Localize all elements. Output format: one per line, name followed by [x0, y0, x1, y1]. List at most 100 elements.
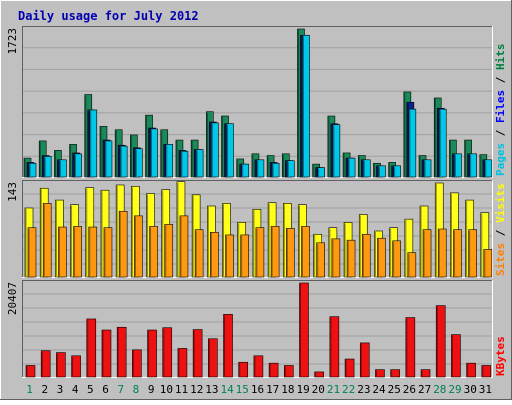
- bar-pages: [256, 159, 265, 178]
- bar-kbytes: [101, 329, 112, 378]
- bar-sites-body: [407, 252, 417, 278]
- bar-kbytes-body: [359, 342, 370, 378]
- bar-pages-body: [347, 157, 356, 178]
- bar-kbytes-body: [420, 369, 431, 378]
- bar-sites-body: [73, 226, 82, 278]
- bar-sites: [301, 226, 310, 278]
- bar-pages: [302, 34, 310, 178]
- bar-kbytes: [435, 305, 446, 378]
- bar-sites: [255, 227, 265, 278]
- bar-pages-body: [256, 159, 265, 178]
- x-tick-label: 29: [448, 383, 461, 396]
- x-tick-label: 13: [205, 383, 218, 396]
- bar-kbytes: [56, 352, 66, 378]
- bar-sites: [422, 229, 432, 278]
- x-tick-label: 19: [296, 383, 309, 396]
- x-tick-label: 26: [403, 383, 416, 396]
- y-max-label: 20407: [6, 282, 19, 315]
- bar-sites: [179, 215, 189, 278]
- bar-kbytes: [466, 362, 476, 378]
- x-tick-label: 30: [464, 383, 477, 396]
- x-tick-label: 27: [418, 383, 431, 396]
- bar-kbytes-body: [101, 329, 112, 378]
- bar-kbytes: [268, 362, 279, 378]
- bar-sites: [225, 234, 234, 278]
- bar-pages-body: [28, 162, 37, 178]
- bar-kbytes: [192, 329, 203, 378]
- bar-pages: [317, 167, 325, 178]
- y-max-label: 1723: [6, 28, 19, 55]
- bar-sites-body: [88, 226, 98, 278]
- bar-kbytes-body: [299, 282, 309, 378]
- x-tick-label: 11: [175, 383, 188, 396]
- x-tick-label: 5: [87, 383, 94, 396]
- bar-sites-body: [27, 227, 37, 278]
- bar-kbytes-body: [253, 355, 264, 378]
- bar-sites: [73, 226, 82, 278]
- bar-pages-body: [393, 165, 401, 178]
- bar-kbytes-body: [238, 361, 249, 378]
- bar-pages-body: [271, 162, 280, 178]
- bar-kbytes: [420, 369, 431, 378]
- x-tick-label: 6: [102, 383, 109, 396]
- bar-sites: [437, 228, 447, 278]
- bar-kbytes: [208, 338, 218, 378]
- bar-pages: [484, 159, 493, 178]
- bar-sites: [346, 239, 356, 278]
- x-tick-label: 1: [26, 383, 33, 396]
- bar-pages: [119, 145, 128, 178]
- bar-sites-body: [483, 249, 493, 278]
- x-tick-label: 31: [479, 383, 492, 396]
- bar-kbytes: [344, 358, 355, 378]
- x-tick-label: 21: [327, 383, 340, 396]
- bar-sites-body: [285, 228, 295, 278]
- bar-kbytes: [86, 318, 97, 378]
- legend-separator: /: [494, 70, 507, 90]
- bar-pages: [408, 108, 417, 178]
- bar-sites: [149, 226, 158, 278]
- legend-1: Pages / Files / Hits: [494, 44, 507, 177]
- bar-sites: [88, 226, 98, 278]
- x-tick-label: 23: [357, 383, 370, 396]
- bar-sites: [361, 233, 371, 278]
- bar-pages: [347, 157, 356, 178]
- x-tick-label: 18: [281, 383, 294, 396]
- legend-entry: Hits: [494, 44, 507, 71]
- bar-kbytes-body: [283, 365, 294, 378]
- bar-pages: [165, 144, 174, 178]
- bar-sites-body: [194, 229, 204, 278]
- bar-pages-body: [332, 124, 341, 178]
- bar-sites-body: [225, 234, 234, 278]
- bar-kbytes: [71, 355, 81, 378]
- x-tick-label: 2: [41, 383, 48, 396]
- bar-sites: [210, 232, 219, 278]
- bar-kbytes: [40, 350, 51, 378]
- bar-pages-body: [241, 163, 250, 178]
- bar-kbytes: [481, 365, 492, 378]
- bar-sites: [118, 210, 128, 278]
- bar-pages: [271, 162, 280, 178]
- legend-entry: Files: [494, 90, 507, 123]
- bar-kbytes: [451, 334, 461, 378]
- bar-kbytes-body: [390, 369, 400, 378]
- bar-kbytes: [329, 316, 340, 378]
- bar-kbytes: [147, 329, 157, 378]
- bar-sites: [27, 227, 37, 278]
- bar-kbytes: [390, 369, 400, 378]
- bar-sites-body: [437, 228, 447, 278]
- bar-sites: [407, 252, 417, 278]
- x-tick-label: 16: [251, 383, 264, 396]
- bar-sites: [194, 229, 204, 278]
- bar-pages: [28, 162, 37, 178]
- legend-entry: Visits: [494, 183, 507, 223]
- bar-pages-body: [43, 156, 52, 178]
- bar-kbytes: [223, 314, 233, 378]
- bar-sites-body: [103, 227, 113, 278]
- bar-pages-body: [302, 34, 310, 178]
- bar-pages-body: [378, 165, 386, 178]
- bar-sites-body: [422, 229, 432, 278]
- bar-sites: [316, 242, 325, 278]
- bar-pages-body: [89, 109, 98, 178]
- bar-kbytes: [314, 371, 324, 378]
